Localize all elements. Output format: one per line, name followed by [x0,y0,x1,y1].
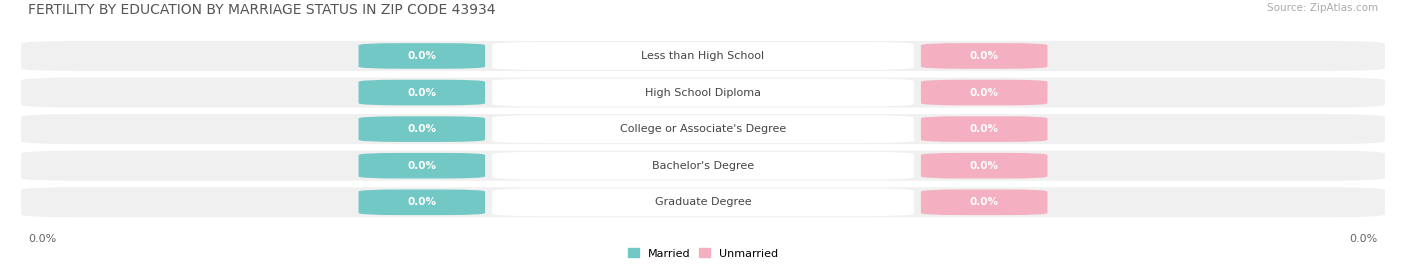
FancyBboxPatch shape [21,187,1385,217]
FancyBboxPatch shape [21,114,1385,144]
Text: Less than High School: Less than High School [641,51,765,61]
FancyBboxPatch shape [921,153,1047,179]
Text: Graduate Degree: Graduate Degree [655,197,751,207]
FancyBboxPatch shape [21,77,1385,108]
Text: 0.0%: 0.0% [1350,234,1378,244]
FancyBboxPatch shape [492,115,914,143]
FancyBboxPatch shape [359,189,485,215]
Text: 0.0%: 0.0% [970,51,998,61]
FancyBboxPatch shape [359,43,485,69]
FancyBboxPatch shape [21,41,1385,71]
FancyBboxPatch shape [492,152,914,180]
Text: 0.0%: 0.0% [28,234,56,244]
Text: FERTILITY BY EDUCATION BY MARRIAGE STATUS IN ZIP CODE 43934: FERTILITY BY EDUCATION BY MARRIAGE STATU… [28,3,496,17]
Text: Source: ZipAtlas.com: Source: ZipAtlas.com [1267,3,1378,13]
Text: 0.0%: 0.0% [408,51,436,61]
FancyBboxPatch shape [921,189,1047,215]
FancyBboxPatch shape [21,151,1385,181]
FancyBboxPatch shape [492,79,914,107]
FancyBboxPatch shape [921,80,1047,105]
FancyBboxPatch shape [359,116,485,142]
Text: 0.0%: 0.0% [408,197,436,207]
FancyBboxPatch shape [921,116,1047,142]
Text: College or Associate's Degree: College or Associate's Degree [620,124,786,134]
Text: 0.0%: 0.0% [970,161,998,171]
Text: 0.0%: 0.0% [408,124,436,134]
FancyBboxPatch shape [359,80,485,105]
Text: 0.0%: 0.0% [970,124,998,134]
FancyBboxPatch shape [921,43,1047,69]
Text: 0.0%: 0.0% [408,161,436,171]
FancyBboxPatch shape [359,153,485,179]
FancyBboxPatch shape [492,42,914,70]
Text: High School Diploma: High School Diploma [645,87,761,98]
Legend: Married, Unmarried: Married, Unmarried [626,246,780,261]
Text: 0.0%: 0.0% [408,87,436,98]
Text: 0.0%: 0.0% [970,87,998,98]
Text: Bachelor's Degree: Bachelor's Degree [652,161,754,171]
Text: 0.0%: 0.0% [970,197,998,207]
FancyBboxPatch shape [492,188,914,216]
